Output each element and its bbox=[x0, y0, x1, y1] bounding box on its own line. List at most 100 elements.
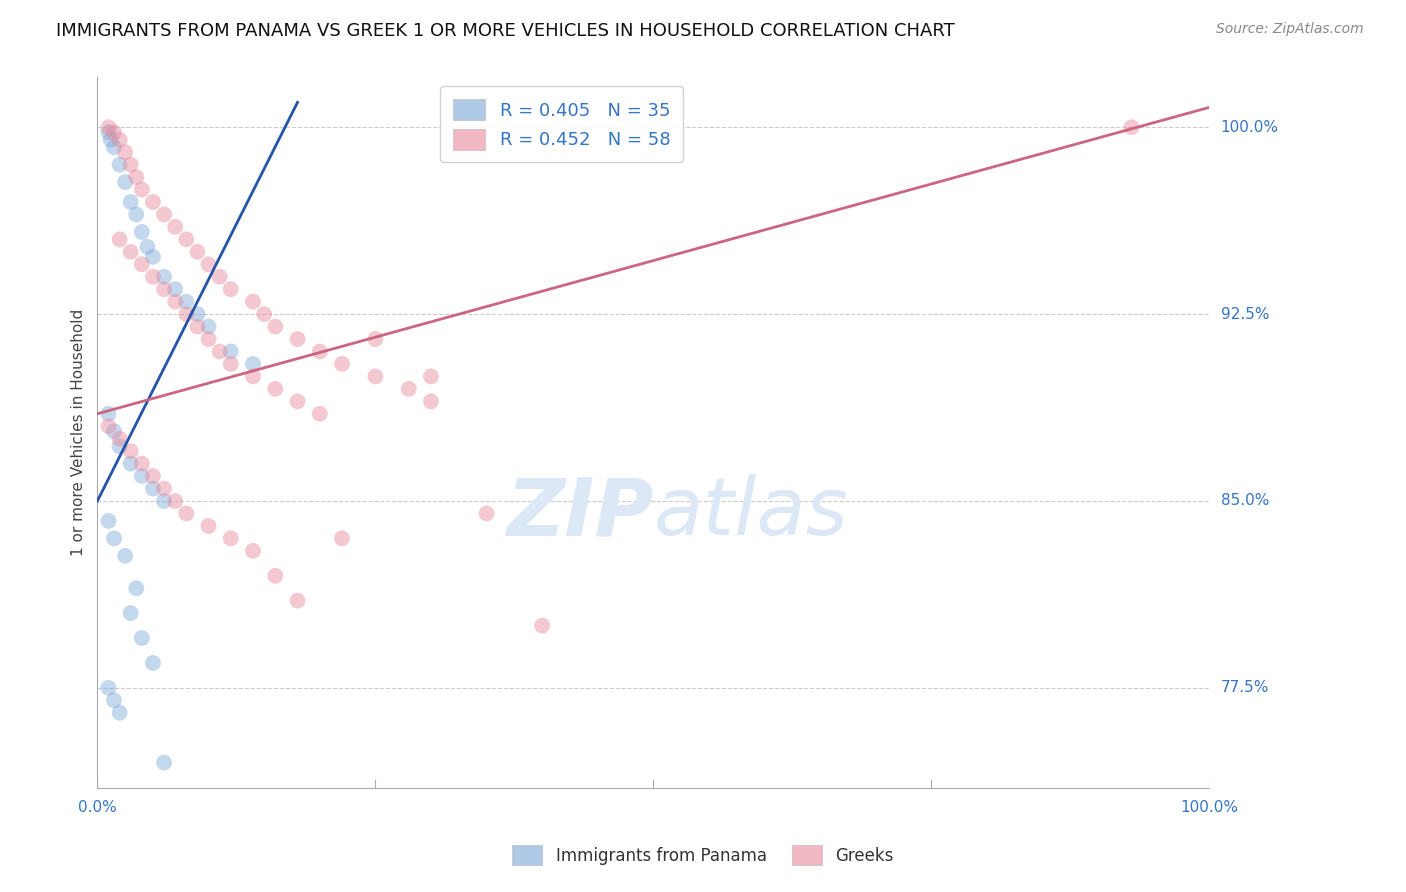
Point bbox=[219, 282, 242, 296]
Point bbox=[142, 194, 165, 209]
Point bbox=[103, 424, 125, 438]
Point bbox=[120, 457, 142, 471]
Point bbox=[142, 250, 165, 264]
Point bbox=[165, 494, 187, 508]
Point bbox=[142, 482, 165, 496]
Point bbox=[398, 382, 420, 396]
Point bbox=[208, 344, 231, 359]
Point bbox=[176, 507, 198, 521]
Point bbox=[219, 357, 242, 371]
Point bbox=[153, 494, 176, 508]
Point bbox=[287, 332, 309, 346]
Point bbox=[97, 514, 120, 528]
Point bbox=[97, 681, 120, 695]
Point bbox=[100, 133, 122, 147]
Point bbox=[103, 532, 125, 546]
Point bbox=[142, 269, 165, 284]
Point bbox=[330, 357, 353, 371]
Point bbox=[125, 581, 148, 595]
Point bbox=[103, 693, 125, 707]
Point bbox=[114, 175, 136, 189]
Point bbox=[114, 145, 136, 160]
Point bbox=[219, 344, 242, 359]
Text: ZIP: ZIP bbox=[506, 475, 654, 552]
Text: 92.5%: 92.5% bbox=[1220, 307, 1270, 322]
Point bbox=[142, 656, 165, 670]
Point bbox=[176, 307, 198, 321]
Point bbox=[153, 482, 176, 496]
Point bbox=[131, 631, 153, 645]
Point bbox=[176, 232, 198, 246]
Point bbox=[364, 332, 387, 346]
Point bbox=[97, 125, 120, 139]
Point bbox=[131, 257, 153, 271]
Point bbox=[165, 219, 187, 234]
Point bbox=[242, 357, 264, 371]
Point bbox=[97, 419, 120, 434]
Point bbox=[165, 294, 187, 309]
Y-axis label: 1 or more Vehicles in Household: 1 or more Vehicles in Household bbox=[72, 309, 86, 556]
Legend: R = 0.405   N = 35, R = 0.452   N = 58: R = 0.405 N = 35, R = 0.452 N = 58 bbox=[440, 87, 683, 162]
Point bbox=[287, 394, 309, 409]
Point bbox=[219, 532, 242, 546]
Point bbox=[120, 158, 142, 172]
Point bbox=[420, 369, 443, 384]
Point bbox=[108, 133, 131, 147]
Point bbox=[103, 125, 125, 139]
Point bbox=[1121, 120, 1143, 135]
Point bbox=[114, 549, 136, 563]
Point bbox=[142, 469, 165, 483]
Point bbox=[131, 225, 153, 239]
Point bbox=[264, 568, 287, 582]
Text: 85.0%: 85.0% bbox=[1220, 493, 1268, 508]
Point bbox=[197, 332, 219, 346]
Point bbox=[364, 369, 387, 384]
Point bbox=[242, 294, 264, 309]
Legend: Immigrants from Panama, Greeks: Immigrants from Panama, Greeks bbox=[502, 836, 904, 875]
Point bbox=[242, 369, 264, 384]
Point bbox=[153, 756, 176, 770]
Point bbox=[264, 319, 287, 334]
Point bbox=[197, 319, 219, 334]
Point bbox=[186, 244, 208, 259]
Point bbox=[108, 439, 131, 453]
Point bbox=[176, 294, 198, 309]
Text: 0.0%: 0.0% bbox=[77, 800, 117, 815]
Point bbox=[186, 307, 208, 321]
Point bbox=[120, 244, 142, 259]
Point bbox=[308, 407, 330, 421]
Point bbox=[208, 269, 231, 284]
Text: 77.5%: 77.5% bbox=[1220, 681, 1268, 696]
Text: IMMIGRANTS FROM PANAMA VS GREEK 1 OR MORE VEHICLES IN HOUSEHOLD CORRELATION CHAR: IMMIGRANTS FROM PANAMA VS GREEK 1 OR MOR… bbox=[56, 22, 955, 40]
Point bbox=[125, 207, 148, 221]
Text: 100.0%: 100.0% bbox=[1181, 800, 1239, 815]
Point bbox=[287, 593, 309, 607]
Point bbox=[253, 307, 276, 321]
Point bbox=[120, 444, 142, 458]
Point bbox=[264, 382, 287, 396]
Point bbox=[153, 269, 176, 284]
Text: Source: ZipAtlas.com: Source: ZipAtlas.com bbox=[1216, 22, 1364, 37]
Point bbox=[131, 469, 153, 483]
Point bbox=[153, 282, 176, 296]
Point bbox=[242, 544, 264, 558]
Point bbox=[165, 282, 187, 296]
Point bbox=[108, 232, 131, 246]
Point bbox=[475, 507, 498, 521]
Text: 100.0%: 100.0% bbox=[1220, 120, 1278, 135]
Point bbox=[420, 394, 443, 409]
Point bbox=[531, 618, 554, 632]
Point bbox=[131, 183, 153, 197]
Point bbox=[308, 344, 330, 359]
Point bbox=[197, 257, 219, 271]
Point bbox=[131, 457, 153, 471]
Point bbox=[120, 606, 142, 620]
Point bbox=[186, 319, 208, 334]
Point bbox=[330, 532, 353, 546]
Point bbox=[120, 194, 142, 209]
Point bbox=[197, 519, 219, 533]
Point bbox=[97, 120, 120, 135]
Point bbox=[125, 170, 148, 185]
Point bbox=[97, 407, 120, 421]
Point bbox=[103, 140, 125, 154]
